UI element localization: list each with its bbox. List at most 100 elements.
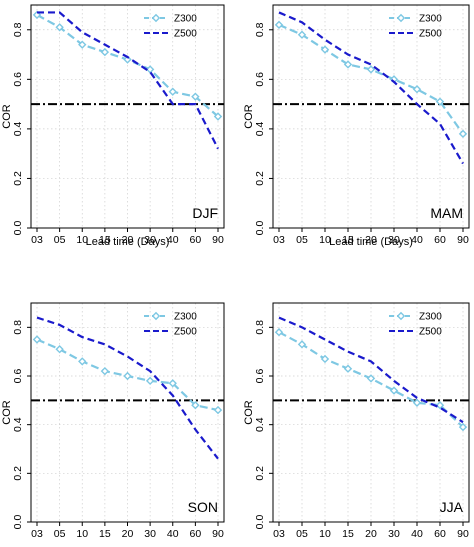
x-tick-label: 60	[190, 234, 202, 246]
y-axis-title: COR	[1, 400, 13, 425]
data-point-z300	[100, 366, 110, 376]
y-axis-title: COR	[1, 104, 13, 129]
data-point-z300	[213, 112, 223, 121]
y-tick-label: 0.0	[12, 221, 24, 236]
x-tick-label: 90	[212, 528, 224, 540]
x-tick-label: 30	[144, 528, 156, 540]
x-axis-title: Lead time (Days)	[329, 236, 413, 248]
x-tick-label: 30	[388, 234, 400, 246]
y-axis-title: COR	[243, 400, 255, 425]
x-tick-label: 60	[434, 528, 446, 540]
data-point-z300	[274, 20, 284, 30]
y-tick-label: 0.8	[12, 320, 24, 335]
x-tick-label: 40	[167, 234, 179, 246]
data-point-z300	[389, 386, 399, 395]
x-tick-label: 40	[411, 234, 423, 246]
series-line-z500	[37, 11, 219, 150]
data-point-z300	[213, 405, 223, 415]
y-axis-title: COR	[243, 104, 255, 129]
data-point-z300	[274, 328, 284, 337]
x-tick-label: 20	[365, 234, 377, 246]
y-tick-label: 0.0	[12, 515, 24, 530]
x-tick-label: 03	[31, 234, 43, 246]
data-point-z300	[458, 422, 468, 432]
y-tick-label: 0.4	[12, 417, 24, 432]
x-tick-label: 20	[122, 234, 134, 246]
y-tick-label: 0.0	[254, 515, 266, 530]
data-point-z300	[320, 354, 330, 364]
x-tick-label: 15	[342, 528, 354, 540]
x-tick-label: 05	[54, 528, 66, 540]
data-point-z300	[32, 335, 42, 344]
x-tick-label: 90	[212, 234, 224, 246]
data-point-z300	[458, 129, 468, 139]
legend-label-z500: Z500	[174, 29, 197, 40]
y-tick-label: 0.4	[254, 417, 266, 432]
x-tick-label: 10	[319, 528, 331, 540]
x-tick-label: 03	[273, 234, 285, 246]
x-tick-label: 30	[388, 528, 400, 540]
season-label: SON	[188, 499, 218, 515]
x-tick-label: 90	[457, 234, 469, 246]
data-point-z300	[366, 65, 376, 74]
series-line-z500	[278, 316, 464, 424]
x-tick-label: 40	[411, 528, 423, 540]
data-point-z300	[297, 30, 307, 39]
data-point-z300	[145, 65, 155, 74]
data-point-z300	[435, 97, 445, 106]
legend-label-z300: Z300	[174, 312, 197, 323]
data-point-z300	[168, 379, 177, 388]
y-tick-label: 0.6	[12, 369, 24, 384]
x-tick-label: 05	[296, 234, 308, 246]
y-tick-label: 0.2	[12, 171, 24, 186]
season-label: MAM	[430, 205, 463, 221]
y-tick-label: 0.8	[254, 320, 266, 335]
legend-label-z500: Z500	[419, 29, 442, 40]
x-tick-label: 20	[122, 528, 134, 540]
season-label: DJF	[192, 205, 218, 221]
x-tick-label: 15	[342, 234, 354, 246]
x-tick-label: 15	[99, 234, 111, 246]
y-tick-label: 0.4	[254, 121, 266, 136]
legend-marker-z300	[151, 311, 161, 321]
data-point-z300	[78, 40, 87, 49]
legend-marker-z300	[151, 13, 161, 23]
data-point-z300	[191, 401, 200, 410]
series-line-z500	[278, 11, 464, 165]
panel-jja: 03 05 10 15 20 30 40 60 90 0.0 0.2 0.4 0.6 0.8 COR Z300…	[243, 302, 470, 540]
x-tick-label: 10	[76, 528, 88, 540]
data-point-z300	[123, 55, 132, 64]
y-tick-label: 0.6	[254, 369, 266, 384]
x-axis-title: Lead time (Days)	[86, 236, 170, 248]
x-tick-label: 03	[31, 528, 43, 540]
x-tick-label: 20	[365, 528, 377, 540]
data-point-z300	[145, 376, 155, 386]
data-point-z300	[55, 23, 64, 32]
y-tick-label: 0.6	[254, 72, 266, 87]
legend-label-z300: Z300	[419, 312, 442, 323]
x-tick-label: 30	[144, 234, 156, 246]
legend-label-z500: Z500	[174, 327, 197, 338]
data-point-z300	[168, 87, 177, 96]
data-point-z300	[123, 371, 132, 381]
x-tick-label: 60	[190, 528, 202, 540]
x-tick-label: 05	[54, 234, 66, 246]
legend-label-z500: Z500	[419, 327, 442, 338]
panel-son: 03 05 10 15 20 30 40 60 90 0.0 0.2 0.4 0.6 0.8 COR Z300…	[1, 302, 225, 540]
data-point-z300	[412, 398, 422, 407]
x-tick-label: 05	[296, 528, 308, 540]
y-tick-label: 0.4	[12, 121, 24, 136]
x-tick-label: 60	[434, 234, 446, 246]
data-point-z300	[100, 47, 110, 57]
data-point-z300	[435, 401, 445, 410]
data-point-z300	[297, 340, 307, 349]
data-point-z300	[55, 345, 64, 354]
legend-label-z300: Z300	[419, 14, 442, 25]
y-tick-label: 0.2	[12, 466, 24, 481]
data-point-z300	[366, 374, 376, 383]
data-point-z300	[343, 60, 353, 69]
panel-djf: 03 05 10 15 20 30 40 60 90 0.0 0.2 0.4 0.6 0.8 COR Lead…	[1, 4, 225, 248]
data-point-z300	[78, 357, 87, 366]
x-tick-label: 03	[273, 528, 285, 540]
